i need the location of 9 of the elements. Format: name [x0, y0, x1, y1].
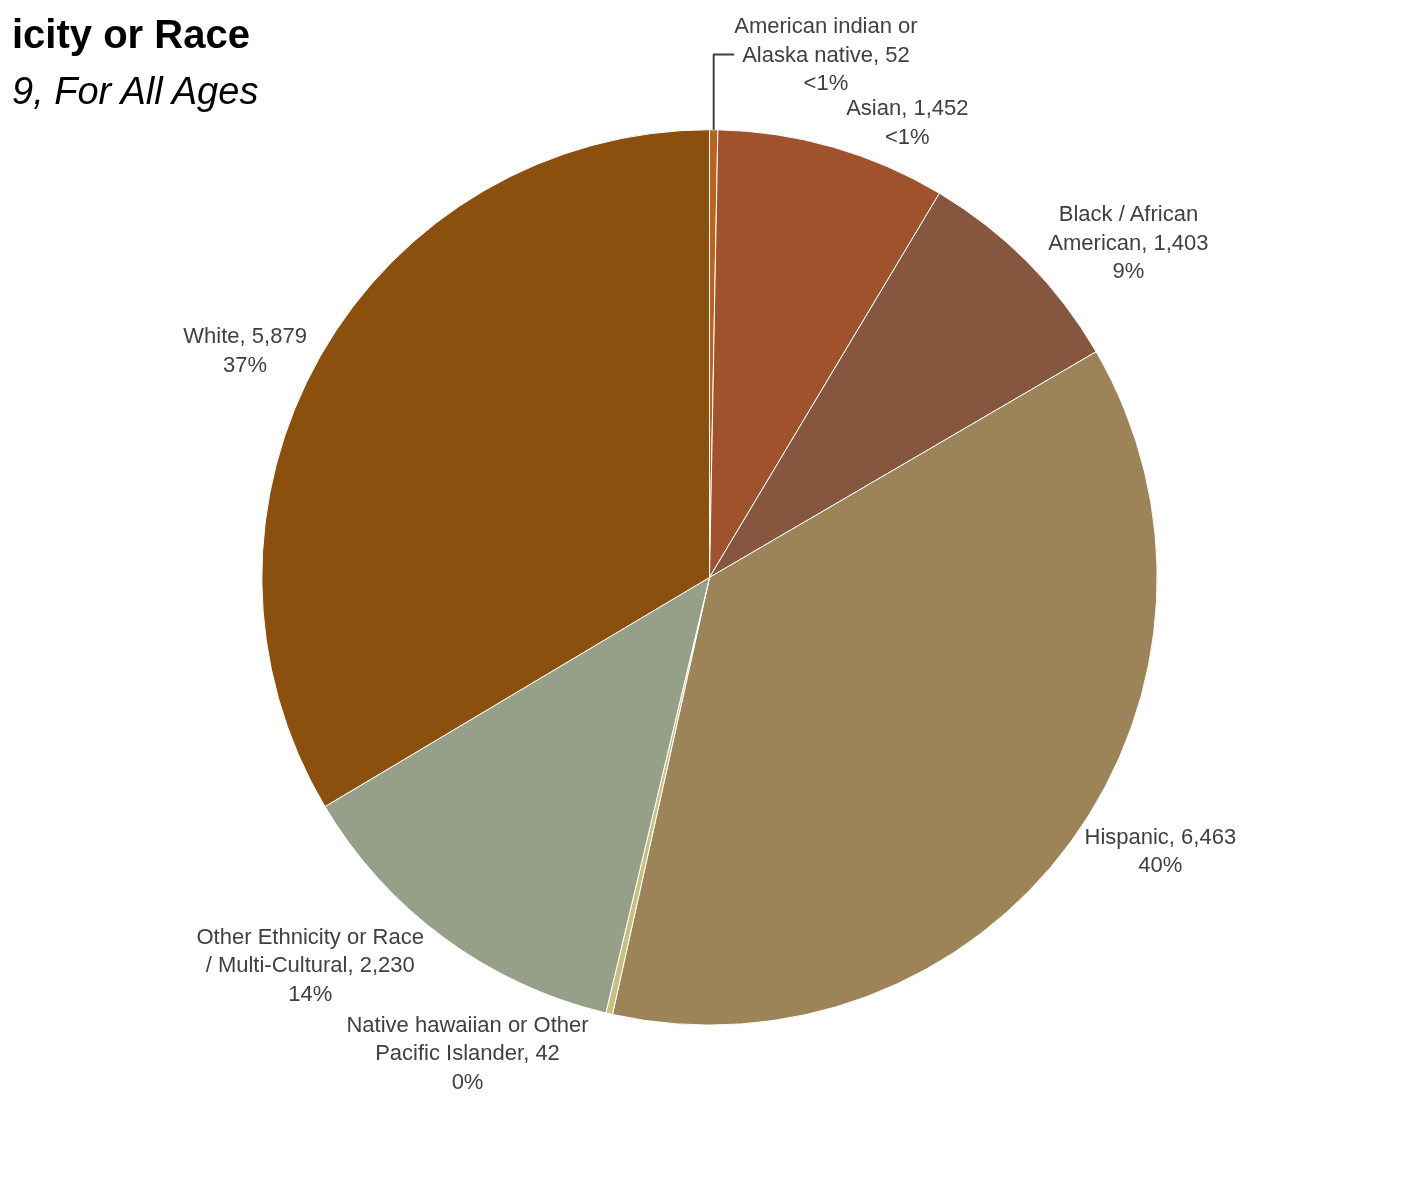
slice-label: Other Ethnicity or Race / Multi-Cultural, 2,230 14% — [196, 923, 424, 1007]
slice-label: Asian, 1,452 <1% — [846, 95, 969, 150]
slice-label: Black / African American, 1,403 9% — [1048, 201, 1209, 284]
slice-label: Native hawaiian or Other Pacific Islander, 42 0% — [346, 1011, 589, 1094]
chart-title: icity or Race — [12, 12, 250, 56]
slice-label: American indian or Alaska native, 52 <1% — [734, 13, 918, 96]
slice-label: White, 5,879 37% — [183, 322, 307, 377]
slice-label: Hispanic, 6,463 40% — [1084, 823, 1237, 878]
text: 9, For All Ages — [12, 70, 259, 112]
